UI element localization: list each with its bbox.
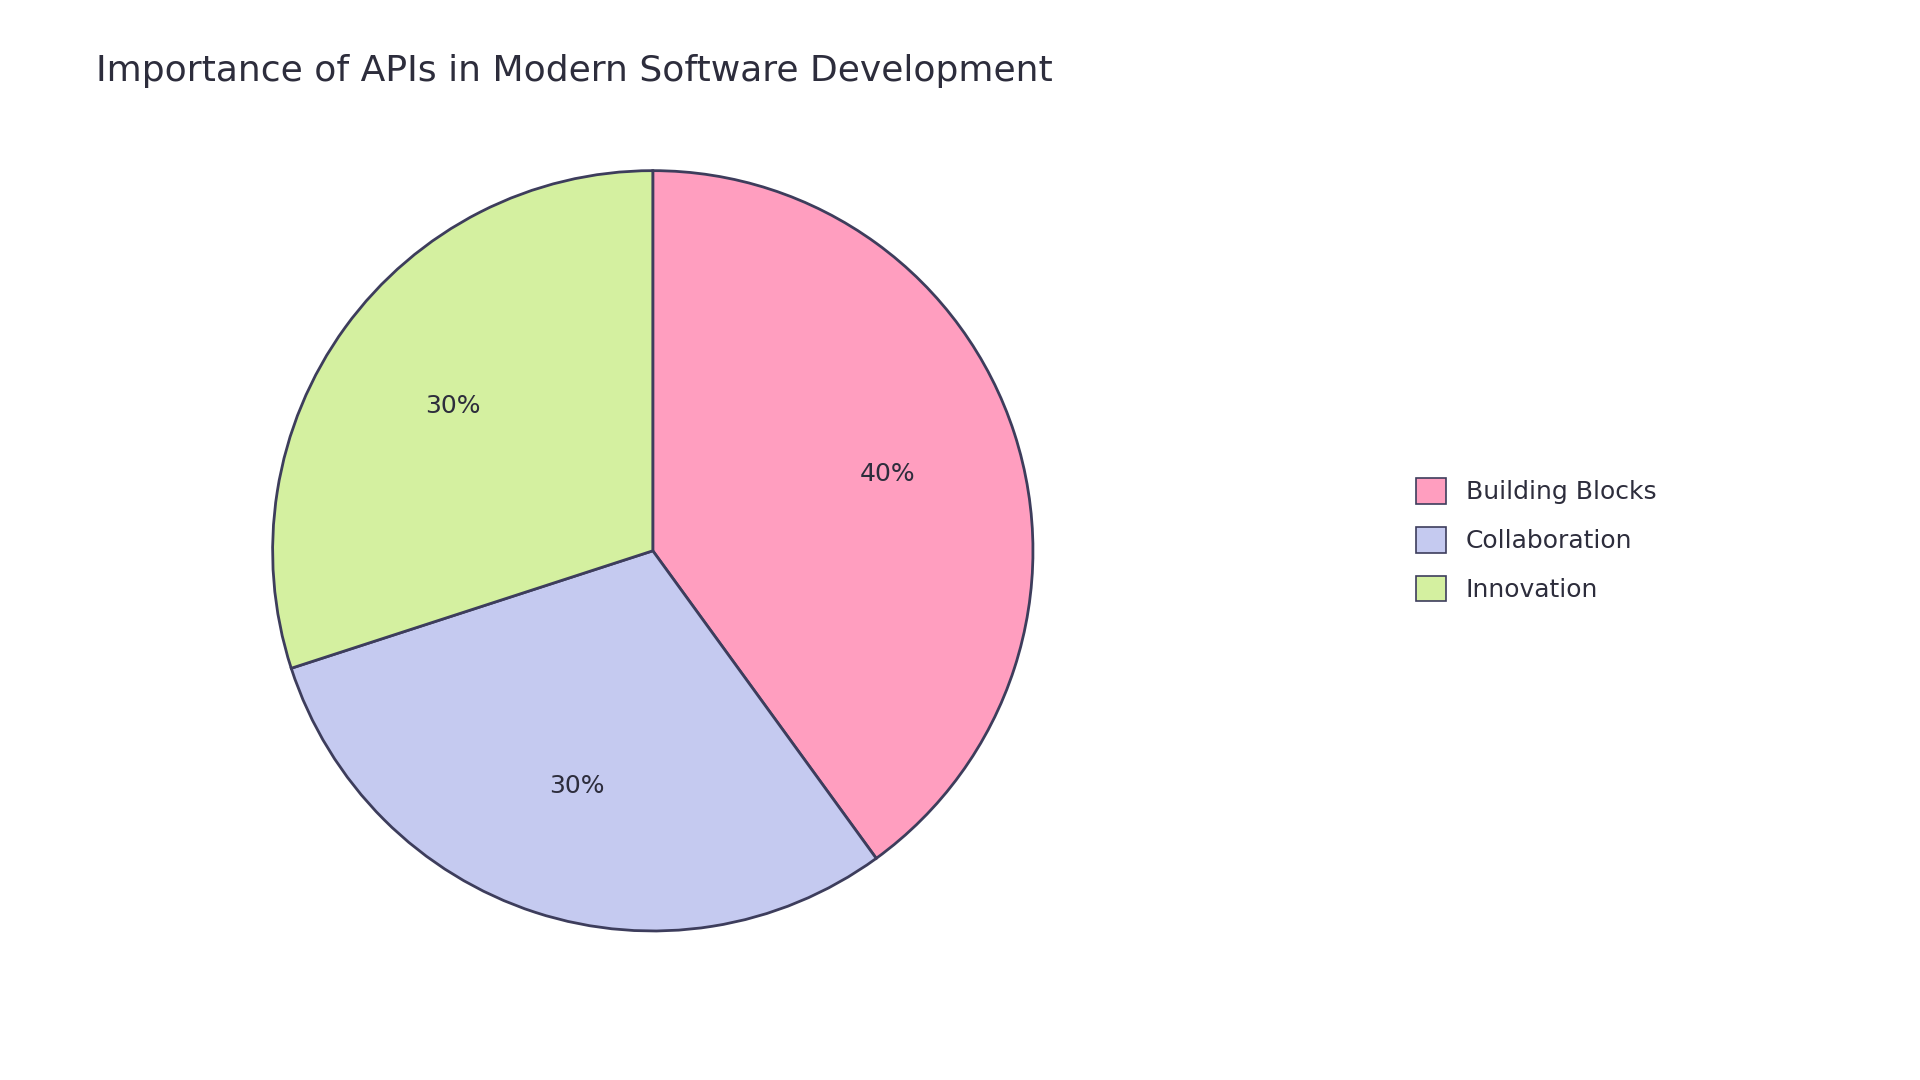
Text: 30%: 30% bbox=[424, 393, 480, 418]
Wedge shape bbox=[653, 171, 1033, 859]
Text: 30%: 30% bbox=[549, 773, 605, 798]
Text: Importance of APIs in Modern Software Development: Importance of APIs in Modern Software De… bbox=[96, 54, 1052, 87]
Text: 40%: 40% bbox=[860, 462, 916, 486]
Wedge shape bbox=[292, 551, 876, 931]
Legend: Building Blocks, Collaboration, Innovation: Building Blocks, Collaboration, Innovati… bbox=[1404, 465, 1668, 615]
Wedge shape bbox=[273, 171, 653, 669]
